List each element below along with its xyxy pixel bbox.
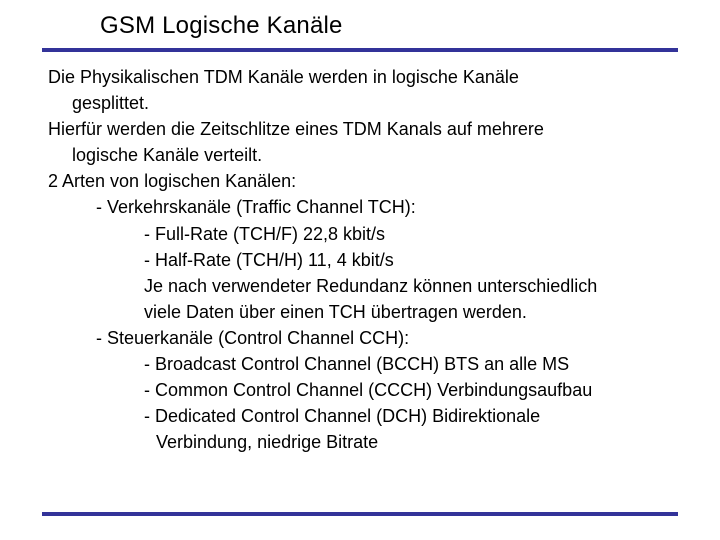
footer-divider bbox=[42, 512, 678, 516]
title-divider bbox=[42, 48, 678, 52]
body-line: viele Daten über einen TCH übertragen we… bbox=[48, 299, 678, 325]
slide-title: GSM Logische Kanäle bbox=[100, 12, 343, 40]
body-line: - Dedicated Control Channel (DCH) Bidire… bbox=[48, 403, 678, 429]
body-line: Je nach verwendeter Redundanz können unt… bbox=[48, 273, 678, 299]
slide-body: Die Physikalischen TDM Kanäle werden in … bbox=[48, 64, 678, 455]
body-line: - Half-Rate (TCH/H) 11, 4 kbit/s bbox=[48, 247, 678, 273]
body-line: gesplittet. bbox=[48, 90, 678, 116]
body-line: Verbindung, niedrige Bitrate bbox=[48, 429, 678, 455]
body-line: - Steuerkanäle (Control Channel CCH): bbox=[48, 325, 678, 351]
body-line: - Broadcast Control Channel (BCCH) BTS a… bbox=[48, 351, 678, 377]
body-line: Hierfür werden die Zeitschlitze eines TD… bbox=[48, 116, 678, 142]
body-line: 2 Arten von logischen Kanälen: bbox=[48, 168, 678, 194]
body-line: Die Physikalischen TDM Kanäle werden in … bbox=[48, 64, 678, 90]
body-line: - Full-Rate (TCH/F) 22,8 kbit/s bbox=[48, 221, 678, 247]
body-line: logische Kanäle verteilt. bbox=[48, 142, 678, 168]
slide: GSM Logische Kanäle Die Physikalischen T… bbox=[0, 0, 720, 540]
body-line: - Common Control Channel (CCCH) Verbindu… bbox=[48, 377, 678, 403]
body-line: - Verkehrskanäle (Traffic Channel TCH): bbox=[48, 194, 678, 220]
